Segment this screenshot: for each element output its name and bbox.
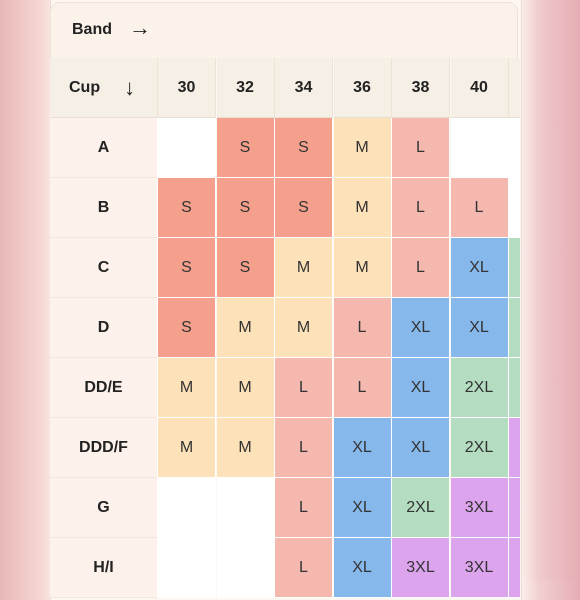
- cup-label: B: [50, 178, 158, 238]
- table-row: DD/EMMLLXL2XL2XL: [50, 358, 520, 418]
- size-cell: M: [275, 238, 333, 298]
- cup-label: H/I: [50, 538, 158, 598]
- size-cell: 3XL: [509, 478, 520, 538]
- cup-label: A: [50, 118, 158, 178]
- size-cell: S: [158, 298, 216, 358]
- cup-label: DDD/F: [50, 418, 158, 478]
- size-cell: M: [333, 178, 392, 238]
- size-cell: 3XL: [392, 538, 450, 598]
- size-cell: L: [333, 358, 392, 418]
- band-header-30: 30: [158, 58, 216, 118]
- size-cell: M: [333, 118, 392, 178]
- size-cell: XL: [333, 478, 392, 538]
- arrow-right-icon: →: [129, 15, 151, 40]
- size-cell: L: [392, 238, 450, 298]
- size-cell: L: [392, 178, 450, 238]
- size-cell: L: [392, 118, 450, 178]
- size-cell: S: [275, 178, 333, 238]
- size-cell: 2XL: [450, 418, 509, 478]
- size-cell: XL: [333, 538, 392, 598]
- size-cell: XL: [450, 238, 509, 298]
- size-cell: XL: [392, 418, 450, 478]
- size-cell: 3XL: [509, 538, 520, 598]
- size-cell: M: [216, 358, 275, 418]
- size-cell: [158, 538, 216, 598]
- size-cell: [158, 118, 216, 178]
- size-cell: M: [158, 418, 216, 478]
- size-cell: 2XL: [509, 298, 520, 358]
- band-header-extra: [509, 58, 520, 118]
- size-cell: S: [216, 178, 275, 238]
- size-cell: 2XL: [509, 358, 520, 418]
- size-cell: S: [216, 118, 275, 178]
- band-header-32: 32: [216, 58, 275, 118]
- size-cell: M: [216, 298, 275, 358]
- cup-header: Cup ↓: [50, 58, 158, 118]
- cup-label: G: [50, 478, 158, 538]
- size-cell: L: [450, 178, 509, 238]
- size-cell: 3XL: [450, 478, 509, 538]
- table-row: H/ILXL3XL3XL3XL: [50, 538, 520, 598]
- size-cell: M: [275, 298, 333, 358]
- size-cell: [216, 478, 275, 538]
- band-header-34: 34: [275, 58, 333, 118]
- size-cell: [509, 118, 520, 178]
- size-cell: XL: [333, 418, 392, 478]
- size-cell: L: [275, 358, 333, 418]
- size-cell: L: [275, 418, 333, 478]
- cup-label: D: [50, 298, 158, 358]
- cup-label: C: [50, 238, 158, 298]
- size-cell: M: [158, 358, 216, 418]
- cup-label: DD/E: [50, 358, 158, 418]
- band-header-40: 40: [450, 58, 509, 118]
- size-cell: L: [275, 538, 333, 598]
- size-cell: S: [158, 238, 216, 298]
- table-row: GLXL2XL3XL3XL: [50, 478, 520, 538]
- band-header: Band →: [50, 2, 518, 58]
- size-cell: [216, 538, 275, 598]
- band-header-36: 36: [333, 58, 392, 118]
- size-cell: 2XL: [509, 238, 520, 298]
- size-cell: M: [216, 418, 275, 478]
- table-row: DSMMLXLXL2XL: [50, 298, 520, 358]
- size-cell: L: [275, 478, 333, 538]
- size-cell: 3XL: [450, 538, 509, 598]
- size-cell: [450, 118, 509, 178]
- cup-header-label: Cup: [69, 78, 101, 96]
- size-cell: XL: [392, 298, 450, 358]
- size-cell: 3XL: [509, 418, 520, 478]
- size-cell: M: [333, 238, 392, 298]
- size-cell: L: [333, 298, 392, 358]
- size-cell: 2XL: [392, 478, 450, 538]
- arrow-down-icon: ↓: [124, 74, 136, 100]
- size-cell: XL: [392, 358, 450, 418]
- size-cell: XL: [450, 298, 509, 358]
- band-header-38: 38: [392, 58, 450, 118]
- table-row: DDD/FMMLXLXL2XL3XL: [50, 418, 520, 478]
- band-label: Band: [72, 21, 112, 38]
- size-cell: [158, 478, 216, 538]
- right-edge-shadow: [520, 0, 580, 580]
- size-cell: S: [275, 118, 333, 178]
- size-cell: [509, 178, 520, 238]
- size-cell: S: [216, 238, 275, 298]
- header-row: Cup ↓ 30 32 34 36 38 40: [50, 58, 520, 118]
- size-cell: 2XL: [450, 358, 509, 418]
- table-row: CSSMMLXL2XL: [50, 238, 520, 298]
- size-cell: S: [158, 178, 216, 238]
